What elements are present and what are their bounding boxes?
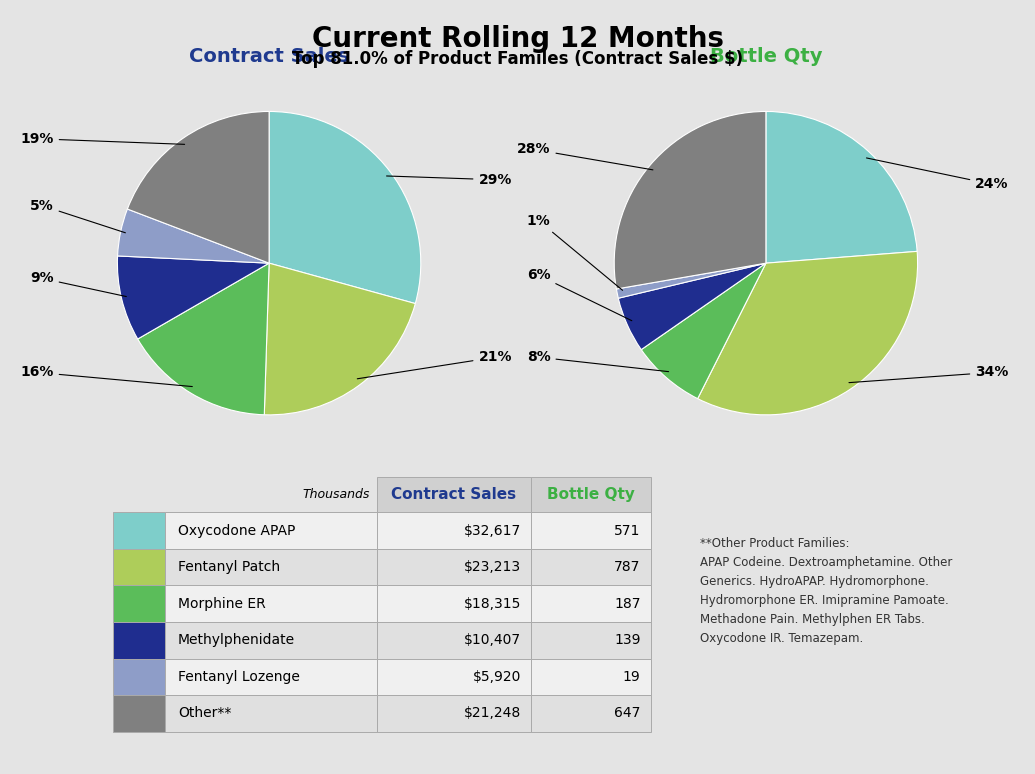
Wedge shape <box>127 111 269 263</box>
Wedge shape <box>269 111 421 303</box>
Wedge shape <box>117 256 269 339</box>
Text: $23,213: $23,213 <box>464 560 521 574</box>
Bar <box>166 549 377 585</box>
Bar <box>531 549 651 585</box>
Text: 9%: 9% <box>30 272 126 296</box>
Text: $10,407: $10,407 <box>464 633 521 647</box>
Bar <box>377 585 531 622</box>
Text: 28%: 28% <box>516 142 653 170</box>
Wedge shape <box>617 263 766 298</box>
Bar <box>377 549 531 585</box>
Bar <box>531 622 651 659</box>
Wedge shape <box>118 209 269 263</box>
Text: 29%: 29% <box>386 173 512 187</box>
Bar <box>166 659 377 695</box>
Text: Bottle Qty: Bottle Qty <box>548 487 635 502</box>
Bar <box>531 512 651 549</box>
Text: Contract Sales: Contract Sales <box>391 487 516 502</box>
Text: 8%: 8% <box>527 350 669 372</box>
Text: $18,315: $18,315 <box>464 597 521 611</box>
Bar <box>166 622 377 659</box>
Wedge shape <box>618 263 766 350</box>
Bar <box>113 549 166 585</box>
Bar <box>113 585 166 622</box>
Text: 6%: 6% <box>527 269 631 320</box>
Bar <box>113 622 166 659</box>
Text: Current Rolling 12 Months: Current Rolling 12 Months <box>312 25 723 53</box>
Wedge shape <box>698 252 918 415</box>
Text: Other**: Other** <box>178 707 232 721</box>
Bar <box>531 477 651 512</box>
Bar <box>166 695 377 731</box>
Text: 5%: 5% <box>30 198 125 233</box>
Text: 34%: 34% <box>849 365 1009 382</box>
Wedge shape <box>642 263 766 399</box>
Wedge shape <box>766 111 917 263</box>
Text: 1%: 1% <box>527 214 623 290</box>
Text: Fentanyl Patch: Fentanyl Patch <box>178 560 280 574</box>
Text: 647: 647 <box>614 707 641 721</box>
Bar <box>531 695 651 731</box>
Text: 139: 139 <box>614 633 641 647</box>
Text: $32,617: $32,617 <box>464 524 521 538</box>
Bar <box>531 659 651 695</box>
Text: Fentanyl Lozenge: Fentanyl Lozenge <box>178 670 300 683</box>
Text: 187: 187 <box>614 597 641 611</box>
Title: Contract Sales: Contract Sales <box>189 47 349 67</box>
Text: Top 81.0% of Product Familes (Contract Sales $): Top 81.0% of Product Familes (Contract S… <box>292 50 743 68</box>
Bar <box>166 512 377 549</box>
Bar <box>377 512 531 549</box>
Text: Oxycodone APAP: Oxycodone APAP <box>178 524 295 538</box>
Wedge shape <box>614 111 766 289</box>
Text: 19: 19 <box>623 670 641 683</box>
Text: **Other Product Families:
APAP Codeine. Dextroamphetamine. Other
Generics. Hydro: **Other Product Families: APAP Codeine. … <box>700 537 952 646</box>
Wedge shape <box>138 263 269 415</box>
Text: $21,248: $21,248 <box>464 707 521 721</box>
Text: Thousands: Thousands <box>302 488 369 501</box>
Bar <box>377 622 531 659</box>
Text: 19%: 19% <box>21 132 184 146</box>
Title: Bottle Qty: Bottle Qty <box>710 47 822 67</box>
Bar <box>113 695 166 731</box>
Text: Methylphenidate: Methylphenidate <box>178 633 295 647</box>
Bar <box>113 512 166 549</box>
Bar <box>113 659 166 695</box>
Bar <box>166 585 377 622</box>
Text: 571: 571 <box>614 524 641 538</box>
Text: 787: 787 <box>614 560 641 574</box>
Text: 16%: 16% <box>21 365 193 386</box>
Text: 21%: 21% <box>357 350 512 378</box>
Bar <box>377 659 531 695</box>
Bar <box>377 477 531 512</box>
Text: 24%: 24% <box>866 158 1009 191</box>
Bar <box>531 585 651 622</box>
Bar <box>377 695 531 731</box>
Text: $5,920: $5,920 <box>472 670 521 683</box>
Text: Morphine ER: Morphine ER <box>178 597 266 611</box>
Wedge shape <box>264 263 415 415</box>
